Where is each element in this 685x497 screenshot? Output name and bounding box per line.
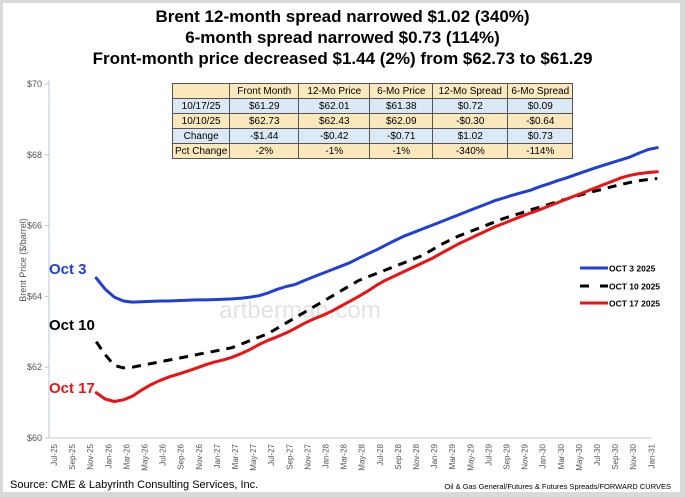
title-line-1: Brent 12-month spread narrowed $1.02 (34… [155, 7, 530, 26]
y-axis-label: Brent Price ($/barrel) [18, 218, 28, 302]
legend-label-oct10: OCT 10 2025 [609, 282, 660, 292]
y-tick-label: $66 [27, 221, 42, 231]
x-tick-label: Jul-28 [376, 443, 385, 465]
x-tick-label: Nov-29 [521, 443, 530, 469]
table-cell: -$0.64 [507, 113, 574, 129]
table-header-cell: 12-Mo Price [298, 83, 371, 99]
table-cell: $1.02 [432, 128, 509, 144]
table-row-label: Pct Change [171, 143, 231, 159]
table-cell: $0.72 [432, 98, 509, 114]
title-line-3: Front-month price decreased $1.44 (2%) f… [92, 49, 593, 68]
x-tick-label: Nov-28 [412, 443, 421, 469]
x-tick-label: Nov-30 [629, 443, 638, 469]
x-tick-label: Sep-28 [394, 443, 403, 469]
x-tick-label: Jul-25 [50, 443, 59, 465]
x-tick-label: May-28 [358, 443, 367, 470]
source-note: Source: CME & Labyrinth Consulting Servi… [10, 479, 259, 491]
series-line-oct17 [94, 170, 659, 403]
table-cell: -$0.71 [369, 128, 434, 144]
series-line-oct3 [94, 146, 659, 304]
summary-table: Front Month 12-Mo Price 6-Mo Price 12-Mo… [171, 83, 574, 159]
table-header-cell: 6-Mo Price [369, 83, 434, 99]
y-tick-label: $60 [27, 433, 42, 443]
table-header-cell: 6-Mo Spread [507, 83, 574, 99]
table-cell: $62.01 [298, 98, 371, 114]
table-cell: -1% [298, 143, 371, 159]
x-tick-label: Mar-30 [557, 443, 566, 469]
table-cell: $62.43 [298, 113, 371, 129]
x-tick-label: Jul-30 [593, 443, 602, 465]
x-tick-label: Mar-29 [448, 443, 457, 469]
annotation-oct10: Oct 10 [49, 317, 95, 334]
y-tick-label: $70 [27, 79, 42, 89]
x-tick-label: Sep-26 [177, 443, 186, 469]
table-header-cell: Front Month [229, 83, 300, 99]
table-row-label: 10/17/25 [171, 98, 231, 114]
x-tick-label: Jan-31 [647, 443, 656, 468]
x-tick-label: May-30 [575, 443, 584, 470]
x-tick-label: Sep-30 [611, 443, 620, 469]
x-tick-label: May-27 [249, 443, 258, 470]
x-tick-label: May-26 [141, 443, 150, 470]
x-tick-label: Sep-25 [68, 443, 77, 469]
x-tick-label: Jan-28 [322, 443, 331, 468]
chart-title: Brent 12-month spread narrowed $1.02 (34… [0, 6, 685, 69]
table-cell: -$0.30 [432, 113, 509, 129]
table-header-row: Front Month 12-Mo Price 6-Mo Price 12-Mo… [171, 83, 574, 99]
annotation-oct17: Oct 17 [49, 380, 95, 397]
table-cell: -$1.44 [229, 128, 300, 144]
x-tick-label: Mar-28 [340, 443, 349, 469]
x-tick-label: Jul-26 [159, 443, 168, 465]
series-line-oct10 [94, 177, 658, 370]
x-tick-label: Jul-27 [267, 443, 276, 465]
table-cell: -340% [432, 143, 509, 159]
table-cell: $62.73 [229, 113, 300, 129]
x-tick-label: May-29 [466, 443, 475, 470]
y-tick-label: $62 [27, 362, 42, 372]
x-tick-label: Jul-29 [484, 443, 493, 465]
legend-label-oct17: OCT 17 2025 [609, 299, 660, 309]
table-cell: $62.09 [369, 113, 434, 129]
table-cell: -2% [229, 143, 300, 159]
table-cell: -1% [369, 143, 434, 159]
x-tick-label: Nov-27 [303, 443, 312, 469]
table-cell: $61.38 [369, 98, 434, 114]
table-cell: -$0.42 [298, 128, 371, 144]
table-cell: $0.73 [507, 128, 574, 144]
x-tick-label: Jan-30 [539, 443, 548, 468]
x-tick-label: Mar-27 [231, 443, 240, 469]
table-row: 10/17/25 $61.29 $62.01 $61.38 $0.72 $0.0… [171, 98, 574, 114]
x-tick-label: Sep-29 [503, 443, 512, 469]
table-header-cell [171, 83, 231, 99]
x-tick-label: Nov-25 [86, 443, 95, 469]
watermark: artberman.com [219, 297, 380, 324]
x-tick-label: Jan-27 [213, 443, 222, 468]
title-line-2: 6-month spread narrowed $0.73 (114%) [185, 28, 500, 47]
x-tick-label: Sep-27 [285, 443, 294, 469]
x-tick-label: Jan-26 [104, 443, 113, 468]
x-tick-label: Nov-26 [195, 443, 204, 469]
table-cell: $61.29 [229, 98, 300, 114]
x-tick-label: Jan-29 [430, 443, 439, 468]
x-tick-label: Mar-26 [122, 443, 131, 469]
table-row: 10/10/25 $62.73 $62.43 $62.09 -$0.30 -$0… [171, 113, 574, 129]
table-row-label: 10/10/25 [171, 113, 231, 129]
file-path-note: Oil & Gas General/Futures & Futures Spre… [444, 482, 671, 491]
table-header-cell: 12-Mo Spread [432, 83, 509, 99]
table-row-label: Change [171, 128, 231, 144]
y-tick-label: $68 [27, 150, 42, 160]
y-tick-label: $64 [27, 291, 42, 301]
table-row: Change -$1.44 -$0.42 -$0.71 $1.02 $0.73 [171, 128, 574, 144]
annotation-oct3: Oct 3 [49, 261, 87, 278]
table-row: Pct Change -2% -1% -1% -340% -114% [171, 143, 574, 159]
table-cell: -114% [507, 143, 574, 159]
legend-label-oct3: OCT 3 2025 [609, 264, 656, 274]
table-cell: $0.09 [507, 98, 574, 114]
